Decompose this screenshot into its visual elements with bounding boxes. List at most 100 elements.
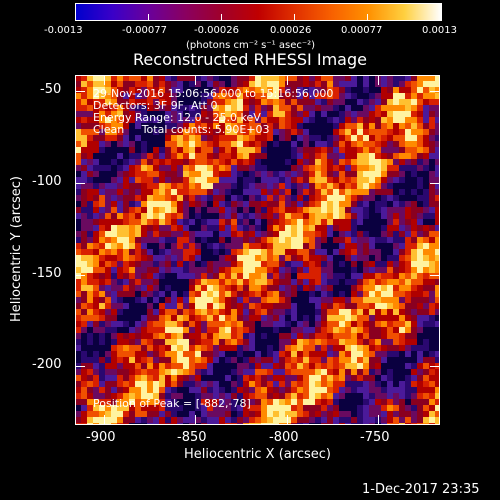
heatmap-cell [435,393,440,399]
heatmap-cell [81,201,87,207]
heatmap-cell [351,393,357,399]
heatmap-cell [357,411,363,417]
heatmap-cell [177,147,183,153]
heatmap-cell [123,291,129,297]
heatmap-cell [153,135,159,141]
heatmap-cell [273,81,279,87]
heatmap-cell [249,363,255,369]
heatmap-cell [171,303,177,309]
heatmap-cell [297,411,303,417]
heatmap-cell [375,363,381,369]
heatmap-cell [213,111,219,117]
heatmap-cell [117,267,123,273]
heatmap-cell [375,399,381,405]
heatmap-cell [291,249,297,255]
heatmap-cell [423,291,429,297]
heatmap-cell [345,189,351,195]
heatmap-cell [387,327,393,333]
heatmap-cell [381,357,387,363]
heatmap-cell [267,261,273,267]
heatmap-cell [321,279,327,285]
heatmap-cell [177,117,183,123]
heatmap-cell [417,249,423,255]
heatmap-cell [255,321,261,327]
heatmap-cell [405,183,411,189]
heatmap-cell [411,87,417,93]
heatmap-cell [111,369,117,375]
heatmap-cell [363,237,369,243]
heatmap-cell [339,93,345,99]
heatmap-cell [261,339,267,345]
heatmap-cell [231,171,237,177]
heatmap-cell [357,339,363,345]
heatmap-cell [357,165,363,171]
heatmap-cell [381,159,387,165]
heatmap-cell [333,285,339,291]
heatmap-cell [357,231,363,237]
heatmap-cell [297,213,303,219]
heatmap-cell [273,243,279,249]
heatmap-cell [201,399,207,405]
heatmap-cell [123,165,129,171]
heatmap-cell [81,123,87,129]
heatmap-cell [195,249,201,255]
heatmap-cell [219,231,225,237]
heatmap-cell [129,279,135,285]
heatmap-cell [351,171,357,177]
heatmap-cell [213,183,219,189]
heatmap-cell [363,141,369,147]
heatmap-cell [315,207,321,213]
heatmap-cell [417,165,423,171]
heatmap-cell [99,195,105,201]
heatmap-cell [315,237,321,243]
heatmap-cell [297,327,303,333]
heatmap-cell [135,195,141,201]
heatmap-cell [159,279,165,285]
heatmap-cell [375,255,381,261]
heatmap-cell [357,219,363,225]
heatmap-cell [291,315,297,321]
heatmap-cell [273,405,279,411]
heatmap-cell [213,291,219,297]
heatmap-cell [219,315,225,321]
heatmap-cell [141,105,147,111]
heatmap-cell [243,261,249,267]
heatmap-cell [195,411,201,417]
heatmap-cell [387,243,393,249]
heatmap-cell [153,369,159,375]
heatmap-cell [243,339,249,345]
heatmap-cell [183,159,189,165]
heatmap-cell [375,207,381,213]
x-tick-label: -800 [269,430,299,445]
heatmap-cell [231,381,237,387]
heatmap-cell [123,153,129,159]
heatmap-cell [357,129,363,135]
heatmap-cell [189,183,195,189]
heatmap-cell [237,375,243,381]
heatmap-cell [81,375,87,381]
heatmap-cell [363,333,369,339]
heatmap-cell [129,195,135,201]
heatmap-cell [93,159,99,165]
heatmap-cell [429,231,435,237]
heatmap-cell [123,117,129,123]
heatmap-cell [267,93,273,99]
heatmap-cell [381,81,387,87]
heatmap-cell [75,189,81,195]
heatmap-cell [111,189,117,195]
heatmap-cell [207,363,213,369]
heatmap-cell [345,135,351,141]
heatmap-cell [75,279,81,285]
heatmap-cell [357,81,363,87]
heatmap-cell [141,411,147,417]
heatmap-cell [93,129,99,135]
heatmap-cell [177,93,183,99]
heatmap-cell [153,315,159,321]
heatmap-cell [183,189,189,195]
heatmap-cell [315,201,321,207]
heatmap-cell [153,243,159,249]
heatmap-cell [393,177,399,183]
heatmap-cell [291,417,297,423]
heatmap-cell [195,147,201,153]
heatmap-cell [261,375,267,381]
